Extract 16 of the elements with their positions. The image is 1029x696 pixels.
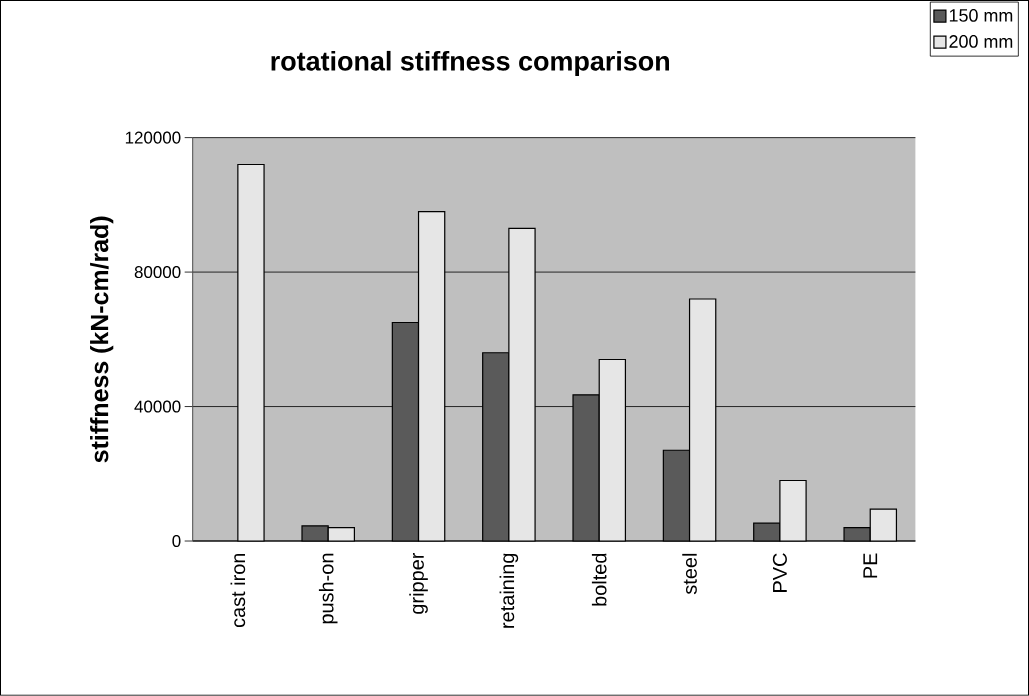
x-tick-label: gripper: [409, 553, 428, 614]
x-tick-label: push-on: [318, 554, 338, 624]
x-tick-label: PVC: [772, 553, 787, 593]
x-tick-label: PE: [863, 553, 878, 578]
y-tick-label: 120000: [125, 131, 181, 144]
legend-label: 200 mm: [949, 35, 1013, 48]
legend-label: 150 mm: [949, 9, 1013, 22]
y-tick-label: 80000: [134, 266, 181, 279]
x-tick-label: cast iron: [230, 554, 246, 628]
x-tick-label: bolted: [591, 554, 607, 606]
x-tick-label: retaining: [499, 554, 519, 628]
y-axis-title: stiffness (kN-cm/rad): [90, 216, 114, 463]
chart-title: rotational stiffness comparison: [271, 51, 670, 77]
y-tick-label: 0: [172, 535, 181, 548]
y-tick-label: 40000: [134, 400, 181, 413]
x-tick-label: steel: [682, 554, 697, 595]
